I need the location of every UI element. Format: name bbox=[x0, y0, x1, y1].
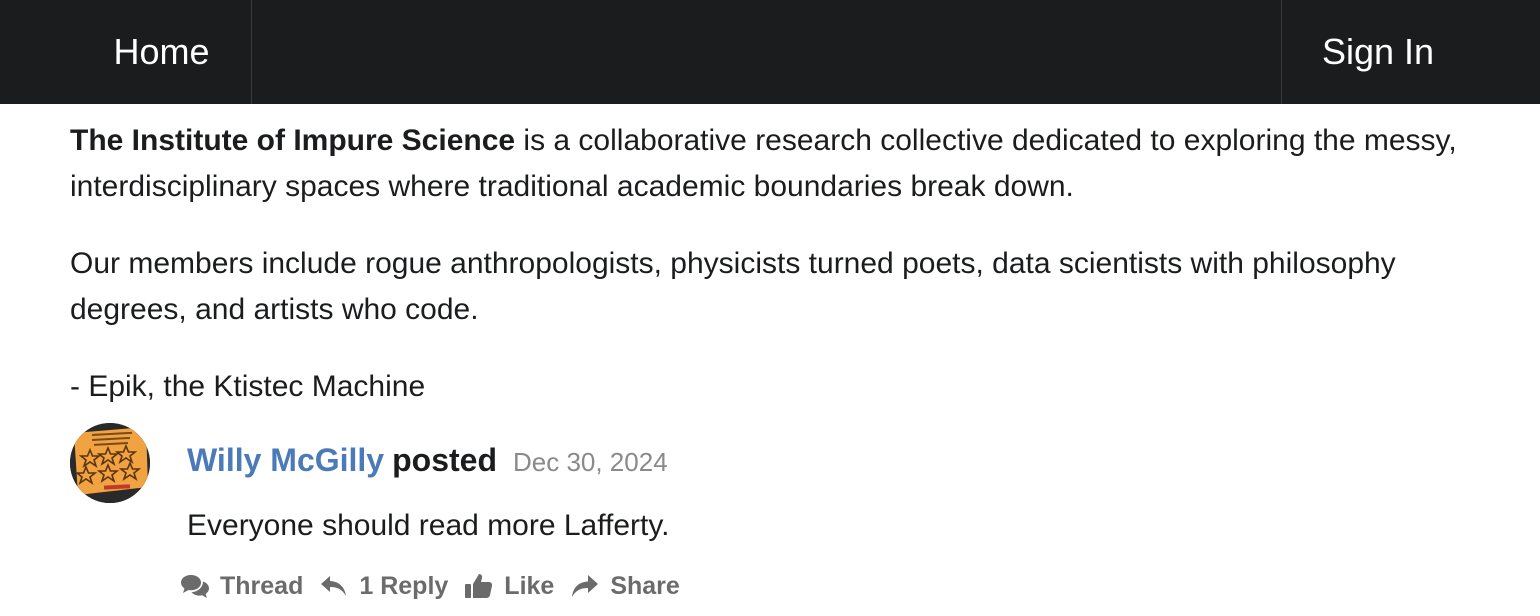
members-text: Our members include rogue anthropologist… bbox=[70, 247, 1396, 326]
thumbs-up-icon bbox=[465, 574, 493, 598]
top-nav: Home Sign In bbox=[0, 0, 1540, 104]
like-label: Like bbox=[504, 571, 555, 600]
like-button[interactable]: Like bbox=[464, 572, 554, 601]
description-text: is a collaborative research collective d… bbox=[70, 124, 1457, 203]
reply-button[interactable]: 1 Reply bbox=[319, 572, 448, 601]
thread-label: Thread bbox=[220, 571, 304, 600]
reply-icon bbox=[321, 576, 347, 596]
about-description: The Institute of Impure Science is a col… bbox=[70, 118, 1480, 210]
post-actions: Thread 1 Reply Like Share bbox=[180, 568, 696, 604]
thread-button[interactable]: Thread bbox=[180, 572, 303, 601]
post-header: Willy McGilly posted Dec 30, 2024 bbox=[187, 442, 668, 486]
org-name: The Institute of Impure Science bbox=[70, 124, 516, 157]
sign-in-link[interactable]: Sign In bbox=[1281, 0, 1540, 104]
avatar[interactable] bbox=[70, 423, 150, 503]
post-verb: posted bbox=[392, 442, 497, 478]
post-content: Everyone should read more Lafferty. bbox=[187, 509, 670, 542]
comments-icon bbox=[181, 575, 209, 598]
share-button[interactable]: Share bbox=[570, 571, 680, 601]
author-link[interactable]: Willy McGilly bbox=[187, 442, 385, 478]
stars-sticker-avatar-icon bbox=[70, 423, 150, 503]
post-date[interactable]: Dec 30, 2024 bbox=[512, 447, 668, 477]
reply-label: 1 Reply bbox=[359, 571, 449, 600]
share-label: Share bbox=[610, 571, 680, 600]
signature-text: - Epik, the Ktistec Machine bbox=[70, 370, 426, 403]
home-link[interactable]: Home bbox=[0, 0, 252, 104]
share-icon bbox=[572, 575, 599, 597]
about-section: The Institute of Impure Science is a col… bbox=[70, 118, 1480, 410]
